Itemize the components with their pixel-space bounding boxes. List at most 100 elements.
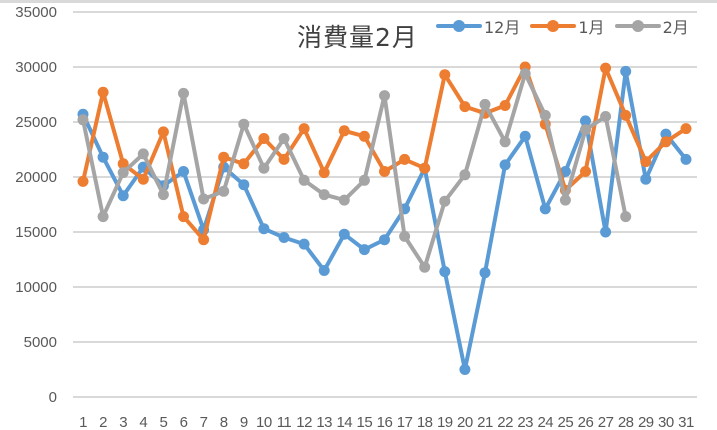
x-tick-label: 20 — [457, 414, 473, 430]
x-tick-label: 31 — [678, 414, 694, 430]
x-tick-label: 4 — [139, 414, 147, 430]
data-point — [439, 266, 451, 278]
data-point — [117, 190, 129, 202]
data-point — [499, 100, 511, 111]
x-tick-label: 12 — [296, 414, 312, 430]
data-point — [77, 114, 89, 126]
series-line — [81, 71, 628, 270]
data-point — [459, 364, 471, 375]
x-tick-label: 2 — [99, 414, 107, 430]
data-point — [238, 118, 250, 130]
legend-item-feb: 2月 — [614, 14, 689, 38]
data-point — [559, 194, 571, 206]
data-point — [117, 158, 129, 170]
data-point — [600, 226, 612, 238]
data-point — [499, 136, 511, 148]
data-point — [77, 175, 89, 187]
data-point — [379, 90, 390, 102]
legend-dot — [547, 20, 560, 32]
data-point — [298, 123, 310, 135]
data-point — [97, 151, 109, 163]
data-point — [519, 130, 531, 142]
data-point — [338, 125, 350, 137]
data-point — [117, 167, 129, 179]
x-tick-label: 30 — [658, 414, 674, 430]
data-point — [539, 109, 551, 121]
data-point — [640, 156, 652, 168]
data-point — [680, 153, 692, 165]
data-point — [137, 148, 149, 160]
data-point — [218, 151, 230, 163]
x-tick-label: 1 — [79, 414, 87, 430]
x-tick-label: 27 — [598, 414, 614, 430]
x-tick-label: 3 — [119, 414, 127, 430]
data-point — [258, 133, 270, 144]
data-point — [157, 189, 169, 201]
x-tick-label: 25 — [558, 414, 574, 430]
data-point — [178, 211, 189, 223]
legend-dot — [631, 20, 644, 32]
x-tick-label: 18 — [417, 414, 433, 430]
data-point — [399, 153, 411, 165]
x-tick-label: 14 — [336, 414, 352, 430]
x-tick-label: 19 — [437, 414, 453, 430]
data-point — [238, 158, 250, 170]
data-point — [620, 211, 632, 223]
x-tick-label: 28 — [618, 414, 634, 430]
data-point — [580, 166, 591, 177]
data-point — [178, 166, 189, 177]
data-point — [379, 234, 390, 246]
data-point — [519, 68, 531, 80]
data-point — [479, 267, 491, 279]
data-point — [620, 65, 632, 77]
data-point — [459, 169, 471, 181]
data-point — [157, 126, 169, 138]
x-tick-label: 17 — [397, 414, 413, 430]
legend-item-jan: 1月 — [530, 14, 605, 38]
data-point — [439, 195, 451, 207]
legend-label: 12月 — [484, 18, 521, 37]
x-tick-label: 9 — [240, 414, 248, 430]
data-point — [358, 130, 370, 142]
data-point — [318, 167, 330, 179]
data-point — [338, 194, 350, 206]
data-point — [137, 173, 149, 185]
data-point — [539, 203, 551, 215]
data-point — [198, 234, 210, 246]
x-tick-label: 7 — [200, 414, 208, 430]
data-point — [680, 123, 692, 135]
data-point — [178, 87, 189, 99]
y-tick-label: 10000 — [15, 279, 57, 296]
data-point — [338, 228, 350, 240]
data-point — [559, 166, 571, 177]
legend-marker-icon — [614, 20, 661, 32]
data-point — [358, 174, 370, 186]
data-point — [439, 69, 451, 81]
x-tick-label: 8 — [220, 414, 228, 430]
x-tick-label: 5 — [159, 414, 167, 430]
y-tick-label: 25000 — [15, 114, 57, 131]
data-point — [358, 244, 370, 256]
data-point — [600, 62, 612, 74]
data-point — [580, 124, 591, 136]
x-tick-label: 29 — [638, 414, 654, 430]
data-point — [419, 162, 431, 174]
x-tick-label: 22 — [497, 414, 513, 430]
y-tick-label: 35000 — [15, 4, 57, 21]
data-point — [419, 261, 431, 273]
data-point — [620, 109, 632, 121]
data-point — [218, 185, 230, 197]
data-point — [479, 98, 491, 110]
data-point — [97, 211, 109, 223]
data-point — [238, 179, 250, 191]
data-point — [258, 223, 270, 235]
data-point — [379, 166, 390, 177]
legend-marker-icon — [530, 20, 577, 32]
legend-dot — [453, 20, 465, 32]
data-point — [298, 238, 310, 250]
x-tick-label: 15 — [357, 414, 373, 430]
data-point — [278, 232, 290, 243]
x-tick-label: 23 — [517, 414, 533, 430]
data-point — [499, 159, 511, 171]
